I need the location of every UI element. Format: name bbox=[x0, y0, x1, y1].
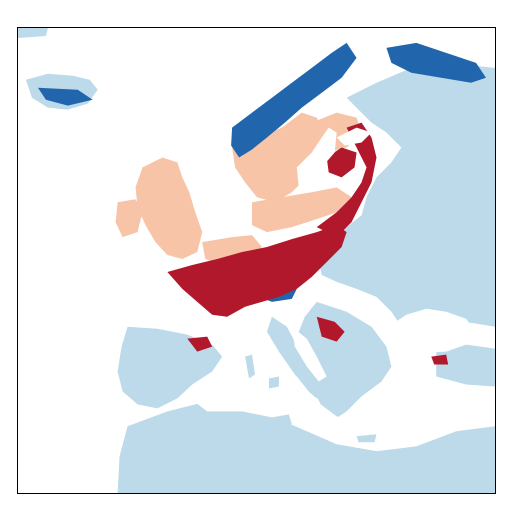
inland-seas bbox=[187, 127, 487, 452]
map-frame bbox=[17, 27, 496, 494]
islands bbox=[245, 354, 377, 443]
land-strong-increase bbox=[167, 122, 449, 365]
europe-map bbox=[18, 28, 495, 493]
